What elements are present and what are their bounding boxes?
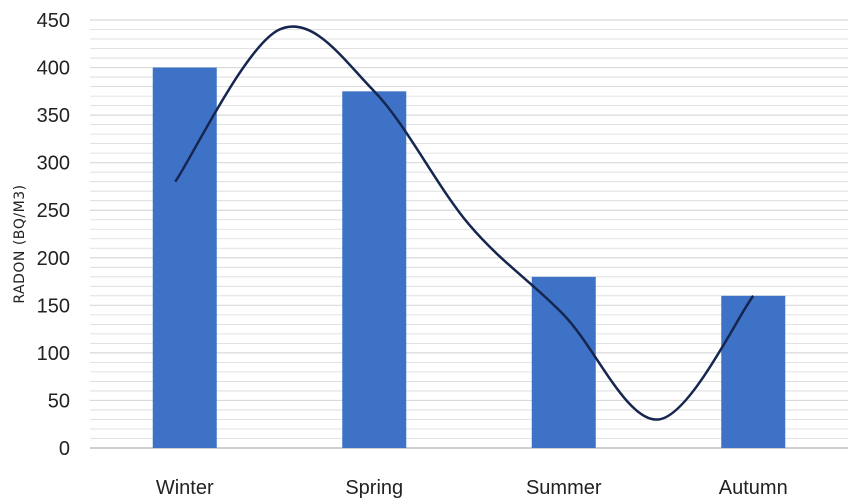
bar-autumn [721,295,786,448]
y-tick-label: 100 [37,343,70,365]
y-tick-label: 300 [37,153,70,175]
trendline-layer [174,25,755,421]
y-tick-label: 0 [59,438,70,460]
y-tick-label: 400 [37,58,70,80]
y-tick-label: 350 [37,105,70,127]
y-tick-labels: 0 50 100 150 200 250 300 350 400 450 [37,10,70,460]
x-category-label: Autumn [719,477,788,499]
y-tick-label: 200 [37,248,70,270]
y-axis-label: RADON (BQ/M3) [12,184,28,303]
y-tick-label: 250 [37,200,70,222]
bar-summer [531,276,596,448]
y-tick-label: 450 [37,10,70,32]
x-category-label: Summer [526,477,602,499]
y-tick-label: 50 [48,390,70,412]
bar-layer [152,67,786,449]
x-category-label: Spring [345,477,403,499]
bar-winter [152,67,217,449]
x-category-label: Winter [156,477,214,499]
y-tick-label: 150 [37,295,70,317]
trendline [174,25,755,421]
bar-spring [342,91,407,448]
x-category-labels: Winter Spring Summer Autumn [156,477,788,499]
